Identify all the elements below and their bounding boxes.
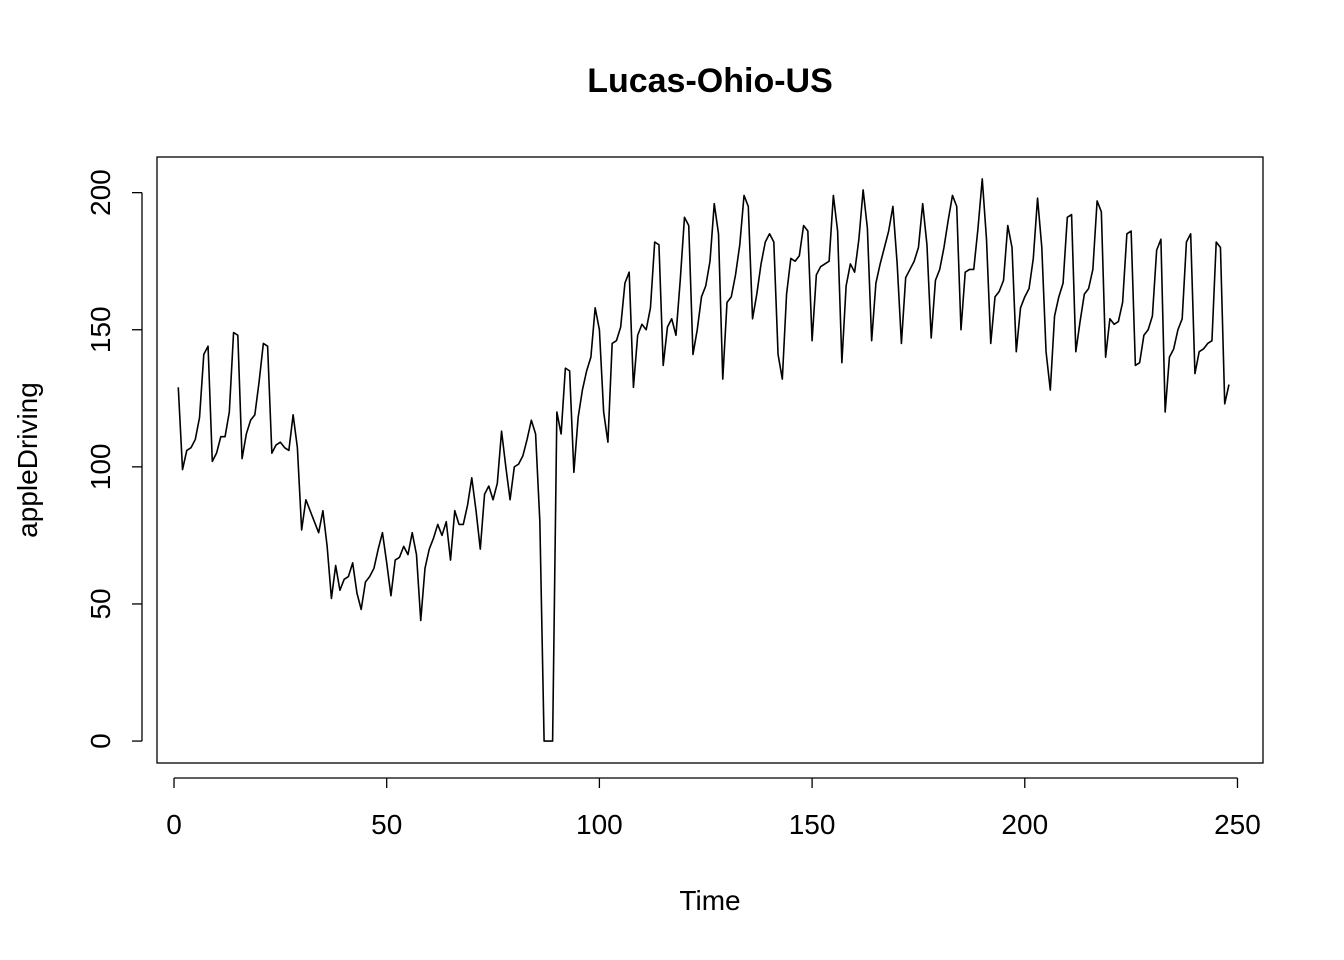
series-line xyxy=(177,178,1230,742)
x-tick-label: 250 xyxy=(1214,809,1261,840)
y-tick-label: 200 xyxy=(85,169,116,216)
y-tick-label: 100 xyxy=(85,443,116,490)
x-tick-label: 0 xyxy=(166,809,182,840)
y-axis: 0 50 100 150 200 xyxy=(85,169,143,749)
y-tick-label: 50 xyxy=(85,588,116,619)
y-tick-label: 0 xyxy=(85,733,116,749)
x-tick-label: 100 xyxy=(576,809,623,840)
x-tick-label: 50 xyxy=(371,809,402,840)
plot-frame xyxy=(156,156,1264,764)
chart-title: Lucas-Ohio-US xyxy=(587,62,833,100)
y-tick-label: 150 xyxy=(85,306,116,353)
x-tick-label: 150 xyxy=(789,809,836,840)
y-axis-label: appleDriving xyxy=(12,382,43,538)
x-tick-label: 200 xyxy=(1001,809,1048,840)
x-axis: 0 50 100 150 200 250 xyxy=(166,777,1261,840)
series-layer xyxy=(177,178,1230,742)
x-axis-label: Time xyxy=(679,885,740,916)
